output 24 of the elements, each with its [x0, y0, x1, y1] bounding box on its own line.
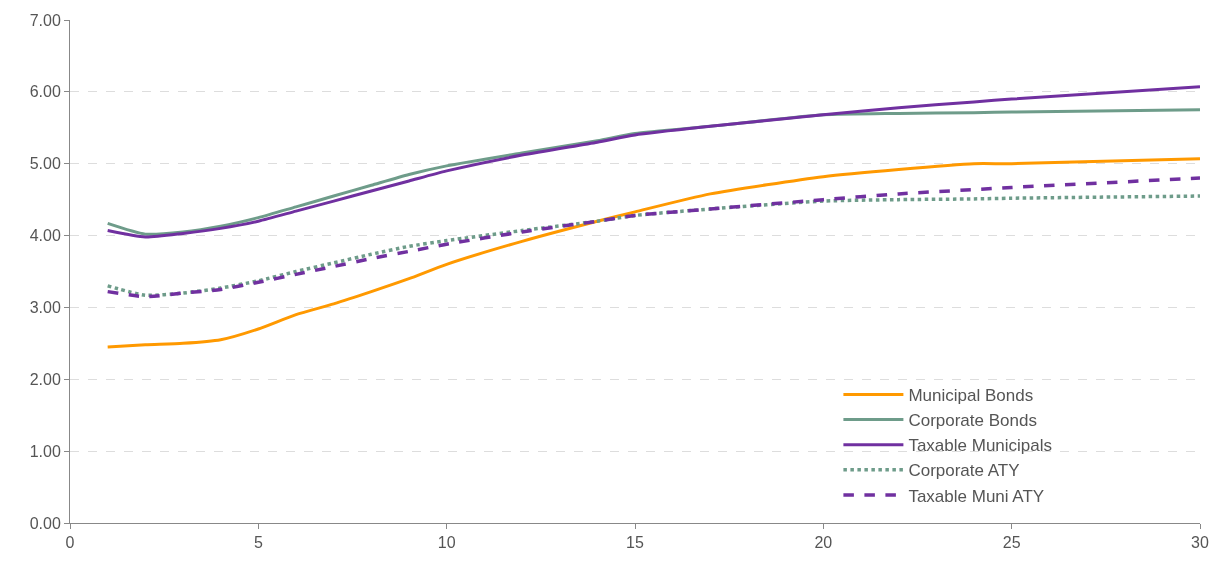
line-series [106, 85, 1200, 239]
line-series [105, 194, 1200, 298]
y-tick-label: 1.00 [29, 442, 61, 460]
y-tick-label: 7.00 [29, 11, 61, 29]
x-tick-label: 15 [626, 534, 644, 552]
line-series [105, 176, 1200, 299]
x-tick-label: 0 [65, 534, 75, 552]
legend-label: Taxable Muni ATY [908, 486, 1045, 506]
line-series [106, 157, 1200, 349]
legend-label: Corporate Bonds [908, 411, 1037, 431]
y-tick-label: 6.00 [29, 83, 61, 101]
x-tick-label: 20 [814, 534, 833, 552]
x-tick-label: 30 [1191, 534, 1209, 552]
y-tick-label: 4.00 [29, 227, 61, 245]
x-tick-label: 25 [1002, 534, 1021, 552]
legend-label: Municipal Bonds [908, 386, 1034, 406]
legend-label: Corporate ATY [908, 461, 1020, 481]
x-tick-label: 10 [437, 534, 456, 552]
legend-label: Taxable Municipals [908, 436, 1053, 456]
y-tick-label: 0.00 [29, 514, 61, 532]
y-tick-label: 2.00 [29, 370, 61, 388]
y-tick-label: 5.00 [29, 155, 61, 173]
x-tick-label: 5 [253, 534, 263, 552]
y-tick-label: 3.00 [29, 299, 61, 317]
